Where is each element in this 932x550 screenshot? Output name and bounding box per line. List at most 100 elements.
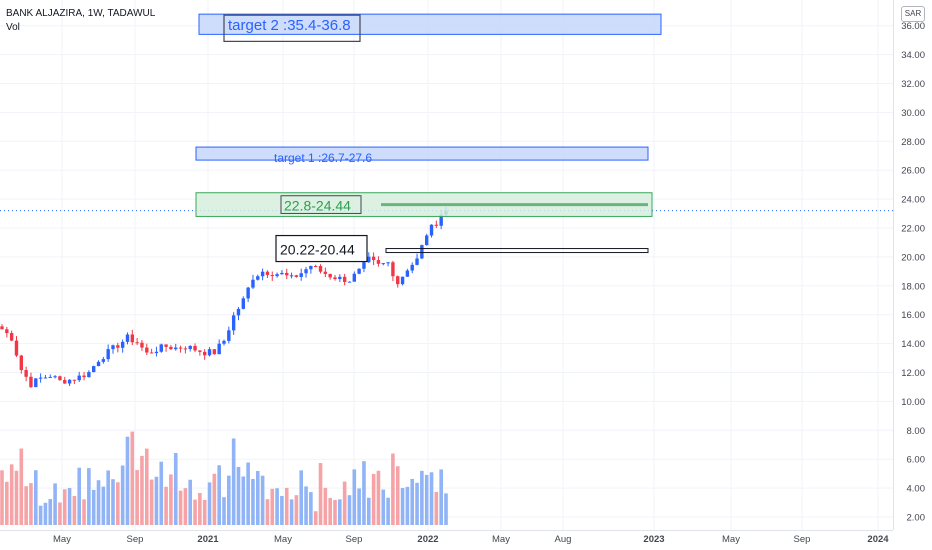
candle-body <box>135 342 139 344</box>
price-tick-label: 8.00 <box>907 426 926 437</box>
volume-bar <box>284 487 289 525</box>
volume-bar <box>260 475 265 525</box>
time-tick-label: 2024 <box>867 534 889 545</box>
candle-body <box>231 315 236 331</box>
volume-bar <box>62 489 67 525</box>
volume-bar <box>19 448 24 525</box>
candle-body <box>405 270 410 277</box>
candle-body <box>289 275 294 277</box>
price-tick-label: 10.00 <box>901 397 925 408</box>
candle-body <box>309 266 313 270</box>
volume-bar <box>280 495 284 525</box>
candle-body <box>193 345 197 351</box>
volume-bar <box>67 488 72 525</box>
volume-bar <box>381 489 386 525</box>
volume-bar <box>183 488 188 525</box>
candle-body <box>260 271 265 277</box>
volume-bar <box>231 438 236 525</box>
candle-body <box>241 298 246 309</box>
candle-body <box>270 275 274 277</box>
candle-body <box>222 340 226 344</box>
volume-bar <box>72 495 77 525</box>
volume-bar <box>294 495 299 525</box>
candle-body <box>183 348 188 350</box>
price-axis[interactable]: 36.00 34.00 32.00 30.00 28.00 26.00 24.00 22.00… <box>901 21 925 523</box>
volume-bar <box>140 455 144 525</box>
volume-bar <box>149 479 154 525</box>
time-axis[interactable]: May Sep 2021 May Sep 2022 May Aug 2023 May Sep 2024 <box>53 534 889 545</box>
candle-body <box>338 276 342 280</box>
price-tick-label: 16.00 <box>901 310 925 321</box>
candle-body <box>111 345 115 350</box>
volume-bar <box>116 482 120 525</box>
candle-body <box>67 379 72 384</box>
candle-body <box>120 341 125 348</box>
candle-body <box>396 276 400 285</box>
candle-body <box>246 287 250 299</box>
candle-body <box>212 349 217 355</box>
price-tick-label: 6.00 <box>907 455 926 466</box>
zone-label: 22.8-24.44 <box>284 198 351 214</box>
candle-body <box>357 268 361 274</box>
candle-body <box>391 262 395 277</box>
volume-bar <box>333 499 337 525</box>
volume-bar <box>135 470 139 525</box>
candle-body <box>19 355 24 371</box>
zone-label-frame <box>280 195 362 214</box>
candle-body <box>424 235 429 246</box>
candle-body <box>58 376 62 381</box>
volume-bar <box>265 499 270 525</box>
candle-body <box>381 263 385 265</box>
time-tick-label: Sep <box>127 534 144 545</box>
candle-body <box>0 326 4 330</box>
volume-bars <box>0 431 448 525</box>
time-tick-label: May <box>722 534 740 545</box>
candle-body <box>82 375 86 378</box>
volume-bar <box>217 465 221 525</box>
volume-label: Vol <box>6 22 20 33</box>
candle-body <box>24 370 28 377</box>
candle-body <box>125 334 130 342</box>
candle-body <box>299 273 303 277</box>
volume-bar <box>289 499 294 525</box>
volume-bar <box>154 476 159 525</box>
volume-bar <box>434 491 439 525</box>
candle-body <box>304 269 308 274</box>
time-tick-label: May <box>274 534 292 545</box>
volume-bar <box>202 499 207 525</box>
candle-body <box>154 351 159 354</box>
candle-body <box>415 258 419 265</box>
candle-body <box>34 378 38 388</box>
candle-body <box>140 342 144 348</box>
volume-bar <box>87 468 91 525</box>
target2-box <box>198 13 662 35</box>
candle-body <box>29 376 33 388</box>
volume-bar <box>275 488 279 525</box>
volume-bar <box>227 475 231 525</box>
candlesticks <box>0 206 448 388</box>
volume-bar <box>366 497 371 525</box>
candle-body <box>9 333 14 341</box>
candle-body <box>439 214 443 226</box>
candle-body <box>386 262 390 264</box>
volume-bar <box>5 481 9 525</box>
volume-bar <box>96 480 101 525</box>
candle-body <box>101 359 106 362</box>
candle-body <box>169 346 173 350</box>
candle-body <box>53 376 57 378</box>
time-tick-label: Sep <box>346 534 363 545</box>
candle-body <box>207 349 212 356</box>
volume-bar <box>318 463 323 525</box>
price-tick-label: 24.00 <box>901 195 925 206</box>
candle-body <box>48 376 52 378</box>
candle-body <box>198 350 202 352</box>
volume-bar <box>270 488 275 525</box>
candle-body <box>376 260 381 264</box>
volume-bar <box>255 471 260 525</box>
time-tick-label: Aug <box>555 534 572 545</box>
volume-bar <box>24 486 28 525</box>
volume-bar <box>38 505 43 525</box>
currency-badge[interactable]: SAR <box>901 6 925 22</box>
candle-body <box>91 366 96 373</box>
